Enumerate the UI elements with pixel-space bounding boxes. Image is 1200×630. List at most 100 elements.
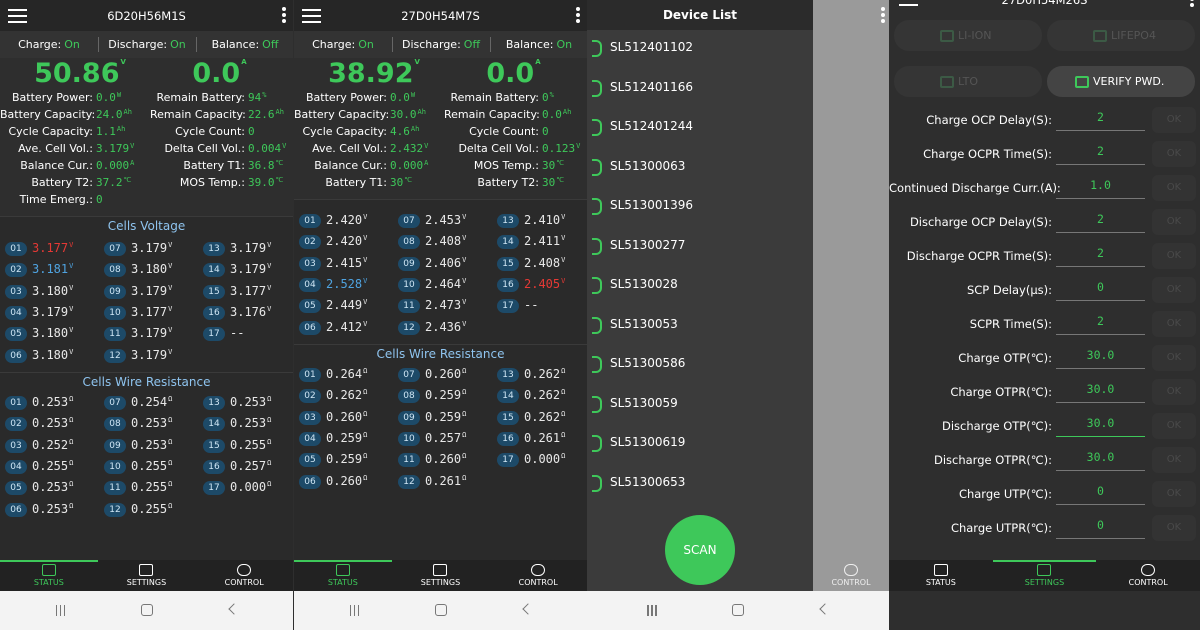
- back-icon[interactable]: [819, 603, 831, 615]
- nav-item[interactable]: CONTROL: [813, 560, 889, 591]
- nav-item[interactable]: STATUS: [294, 560, 392, 591]
- nav-item[interactable]: STATUS: [0, 560, 98, 591]
- separator: [196, 37, 197, 52]
- setting-input[interactable]: 30.0: [1056, 348, 1145, 369]
- setting-input[interactable]: 0: [1056, 484, 1145, 505]
- unit: Ω: [363, 366, 368, 375]
- stat-value: 30℃: [390, 176, 412, 189]
- device-item[interactable]: SL512401102: [587, 38, 813, 58]
- device-item[interactable]: SL51300586: [587, 354, 813, 374]
- recent-apps-icon[interactable]: [55, 605, 57, 616]
- device-item[interactable]: SL51300619: [587, 433, 813, 453]
- device-item[interactable]: SL512401166: [587, 78, 813, 98]
- setting-input[interactable]: 0: [1056, 280, 1145, 301]
- device-item[interactable]: SL51300063: [587, 157, 813, 177]
- setting-input[interactable]: 30.0: [1056, 382, 1145, 403]
- setting-input[interactable]: 2: [1056, 144, 1145, 165]
- value: 50.86: [34, 58, 120, 89]
- cell-value: 0.262Ω: [326, 388, 367, 402]
- ok-button[interactable]: OK: [1152, 447, 1196, 473]
- setting-input[interactable]: 30.0: [1056, 416, 1145, 437]
- home-icon[interactable]: [140, 604, 153, 616]
- cell-value: 2.464V: [425, 277, 466, 291]
- cell-value: 2.453V: [425, 213, 466, 227]
- bluetooth-icon: [592, 40, 602, 57]
- home-icon[interactable]: [434, 604, 447, 616]
- recent-apps-icon[interactable]: [63, 605, 65, 616]
- nav-item[interactable]: SETTINGS: [98, 560, 196, 591]
- device-item[interactable]: SL5130059: [587, 394, 813, 414]
- stat-label: MOS Temp.:: [179, 176, 245, 189]
- active-indicator: [294, 560, 392, 562]
- cell-number-badge: 04: [5, 305, 27, 320]
- value: 3.177: [32, 241, 69, 255]
- recent-apps-icon[interactable]: [59, 605, 61, 616]
- unit: V: [69, 283, 74, 292]
- bluetooth-icon: [592, 395, 602, 413]
- stat-label: Delta Cell Vol.:: [164, 142, 245, 155]
- nav-item[interactable]: SETTINGS: [992, 560, 1097, 591]
- more-icon-dot: [881, 7, 885, 11]
- setting-input[interactable]: 2: [1056, 110, 1145, 131]
- cell-value: 0.257Ω: [230, 459, 271, 473]
- nav-item[interactable]: STATUS: [889, 560, 993, 591]
- back-icon[interactable]: [227, 603, 240, 615]
- device-item[interactable]: SL5130028: [587, 275, 813, 295]
- setting-input[interactable]: 0: [1056, 518, 1145, 539]
- nav-label: SETTINGS: [126, 578, 167, 587]
- value: 0.0: [486, 58, 535, 89]
- device-item[interactable]: SL51300653: [587, 473, 813, 493]
- cell-value: 0.255Ω: [131, 502, 172, 516]
- setting-input[interactable]: 2: [1056, 314, 1145, 335]
- battery-type-button[interactable]: VERIFY PWD.: [1047, 66, 1195, 97]
- device-item[interactable]: SL512401244: [587, 117, 813, 137]
- device-item[interactable]: SL51300277: [587, 236, 813, 256]
- cell-number-badge: 15: [203, 284, 225, 299]
- home-icon[interactable]: [732, 604, 744, 616]
- value: 0.253: [230, 394, 267, 409]
- nav-item[interactable]: CONTROL: [195, 560, 293, 591]
- ok-button[interactable]: OK: [1152, 175, 1196, 201]
- recent-apps-icon[interactable]: [651, 605, 653, 616]
- cell-value: 2.415V: [326, 256, 367, 270]
- nav-item[interactable]: CONTROL: [489, 560, 587, 591]
- battery-type-button[interactable]: LTO: [894, 66, 1042, 97]
- nav-item[interactable]: CONTROL: [1096, 560, 1200, 591]
- device-item[interactable]: SL513001396: [587, 196, 813, 216]
- recent-apps-icon[interactable]: [353, 605, 355, 616]
- device-item[interactable]: SL5130053: [587, 315, 813, 335]
- recent-apps-icon[interactable]: [349, 605, 351, 616]
- unit: Ω: [69, 480, 74, 489]
- setting-input[interactable]: 1.0: [1056, 178, 1145, 199]
- ok-button[interactable]: OK: [1152, 413, 1196, 439]
- ok-button[interactable]: OK: [1152, 515, 1196, 541]
- setting-input[interactable]: 2: [1056, 212, 1145, 233]
- nav-item[interactable]: SETTINGS: [392, 560, 490, 591]
- scan-button[interactable]: SCAN: [665, 515, 735, 585]
- stat-label: Cycle Capacity:: [302, 125, 387, 138]
- battery-type-button[interactable]: LIFEPO4: [1047, 20, 1195, 51]
- ok-button[interactable]: OK: [1152, 141, 1196, 167]
- ok-button[interactable]: OK: [1152, 243, 1196, 269]
- recent-apps-icon[interactable]: [647, 605, 649, 616]
- status-screen: 27D0H54M7S Charge: On Discharge: Off Balance:…: [294, 0, 587, 591]
- setting-input[interactable]: 30.0: [1056, 450, 1145, 471]
- back-icon[interactable]: [521, 603, 534, 615]
- setting-input[interactable]: 2: [1056, 246, 1145, 267]
- cell-value: 0.259Ω: [326, 431, 367, 445]
- ok-button[interactable]: OK: [1152, 311, 1196, 337]
- recent-apps-icon[interactable]: [357, 605, 359, 616]
- battery-type-button[interactable]: LI-ION: [894, 20, 1042, 51]
- cell-value: 0.253Ω: [32, 395, 73, 409]
- cell-number-badge: 13: [203, 242, 225, 256]
- value: 0.0: [542, 108, 562, 121]
- ok-button[interactable]: OK: [1152, 481, 1196, 507]
- cell-value: 2.405V: [524, 277, 565, 291]
- ok-button[interactable]: OK: [1152, 277, 1196, 303]
- ok-button[interactable]: OK: [1152, 209, 1196, 235]
- ok-button[interactable]: OK: [1152, 379, 1196, 405]
- ok-button[interactable]: OK: [1152, 345, 1196, 371]
- value: 0.254: [131, 394, 168, 409]
- recent-apps-icon[interactable]: [655, 605, 657, 616]
- ok-button[interactable]: OK: [1152, 107, 1196, 133]
